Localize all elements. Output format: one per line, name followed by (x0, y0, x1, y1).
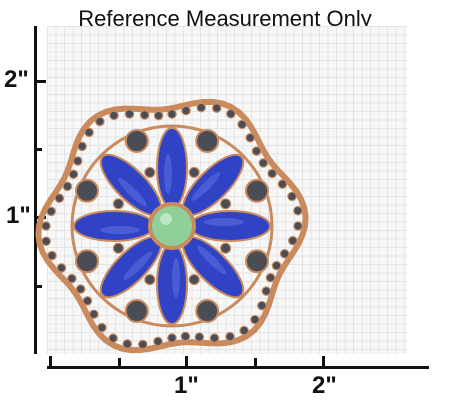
petal-highlight (164, 154, 172, 194)
rhinestone (265, 272, 276, 283)
rhinestone (196, 102, 206, 113)
rhinestone (41, 221, 51, 231)
rhinestone (277, 179, 288, 189)
rhinestone (77, 141, 87, 152)
rhinestone (226, 108, 236, 119)
large-gem (244, 249, 269, 274)
center-highlight (160, 213, 172, 225)
rhinestone (287, 191, 297, 202)
y-axis-line (34, 26, 37, 354)
y-label-2in: 2" (4, 66, 29, 93)
y-label-1in: 1" (6, 202, 31, 229)
blue-petal (156, 127, 188, 209)
rhinestone (288, 235, 298, 246)
rhinestone (257, 300, 267, 311)
petal-highlight (172, 258, 180, 298)
center-stone (152, 206, 192, 246)
rhinestone (47, 250, 57, 261)
rhinestone (75, 284, 86, 294)
rhinestone (209, 333, 220, 343)
rhinestone (167, 109, 177, 119)
x-tick-0-5in (118, 358, 121, 368)
brooch-outer-frame (35, 98, 309, 354)
rhinestone (194, 332, 205, 342)
rhinestone (41, 236, 51, 247)
y-tick-2in (34, 80, 46, 83)
rhinestone (54, 193, 65, 204)
rhinestone (62, 181, 73, 192)
rhinestone (95, 116, 105, 127)
blue-petal (73, 210, 155, 242)
large-gem (195, 298, 220, 323)
rhinestone (251, 146, 262, 156)
rhinestone (138, 339, 148, 350)
blue-petal (189, 210, 271, 242)
small-gem (144, 166, 156, 179)
rhinestone (153, 110, 164, 121)
rhinestone (258, 158, 269, 168)
small-gem (144, 273, 156, 286)
rhinestone (267, 168, 277, 179)
rhinestone (68, 169, 79, 180)
small-gem (188, 273, 200, 286)
rhinestone (67, 273, 77, 284)
rhinestone (153, 336, 163, 347)
rhinestone (250, 314, 260, 325)
rhinestone (245, 132, 255, 143)
rhinestone (261, 286, 272, 296)
x-tick-1-5in (254, 358, 257, 368)
large-gem (124, 298, 149, 323)
large-gem (244, 178, 269, 203)
x-tick-2in (322, 356, 325, 368)
petal-highlight (197, 245, 227, 275)
rhinestone (237, 119, 247, 130)
large-gem (75, 249, 100, 274)
x-tick-0in (49, 356, 52, 368)
rhinestone (293, 205, 303, 216)
large-gem (195, 129, 220, 154)
rhinestone (122, 339, 133, 349)
brooch-inner-ring (70, 124, 274, 328)
rhinestone (46, 206, 56, 217)
rhinestone (279, 248, 290, 259)
small-gem (188, 166, 200, 179)
x-axis-line (47, 366, 429, 369)
rhinestone (293, 221, 303, 231)
petal-highlight (100, 226, 140, 234)
rhinestone (211, 103, 222, 113)
small-gem (219, 242, 232, 254)
y-tick-1-5in (34, 148, 42, 151)
petal-highlight (117, 177, 147, 207)
small-gem (112, 242, 125, 254)
x-label-1in: 1" (174, 372, 199, 399)
rhinestone (239, 325, 249, 336)
rhinestone (89, 309, 99, 320)
rhinestone (124, 109, 135, 119)
large-gem (75, 178, 100, 203)
rhinestone (181, 105, 191, 116)
rhinestone (109, 110, 119, 121)
rhinestone (56, 263, 67, 273)
rhinestone (82, 296, 93, 306)
rhinestone (167, 333, 177, 343)
rhinestone (108, 333, 118, 344)
rhinestone (84, 127, 94, 138)
large-gem (124, 129, 149, 154)
small-gem (219, 198, 232, 210)
x-tick-1in (185, 356, 188, 368)
x-label-2in: 2" (312, 372, 337, 399)
rhinestone (97, 322, 107, 333)
blue-petal (156, 243, 188, 325)
rhinestone (139, 110, 150, 120)
petal-highlight (191, 171, 221, 201)
y-tick-0-5in (34, 285, 42, 288)
small-gem (112, 198, 125, 210)
petal-highlight (123, 251, 153, 281)
rhinestone (180, 331, 191, 342)
rhinestone (72, 156, 83, 166)
rhinestone (271, 260, 282, 271)
petal-highlight (204, 218, 244, 226)
rhinestone (225, 331, 235, 342)
